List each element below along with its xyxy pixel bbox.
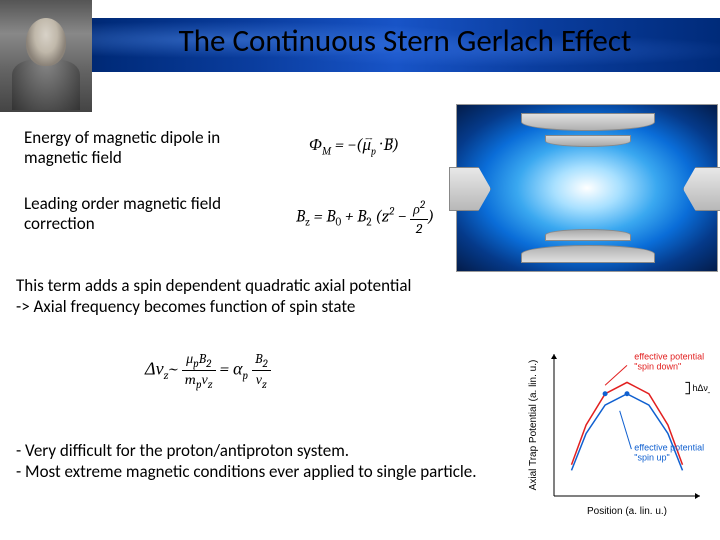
svg-text:"spin down": "spin down" bbox=[634, 362, 681, 372]
dipole-energy-label: Energy of magnetic dipole in magnetic fi… bbox=[24, 128, 274, 169]
spin-term-text: This term adds a spin dependent quadrati… bbox=[16, 275, 556, 318]
equation-delta-nu: Δνz~ μpB2mpνz = αp B2νz bbox=[145, 350, 271, 391]
correction-electrode-bottom bbox=[545, 229, 631, 241]
equation-phi-m: ΦM = −(μ→p · B→) bbox=[309, 135, 399, 157]
equation-bz: Bz = B0 + B2 (z2 − ρ22) bbox=[296, 198, 434, 237]
correction-electrode-top bbox=[545, 135, 631, 147]
svg-text:Position (a. lin. u.): Position (a. lin. u.) bbox=[587, 506, 667, 517]
penning-trap-field-figure bbox=[456, 104, 718, 272]
axial-potential-plot: hΔν_z=0.8neVeffective potential"spin dow… bbox=[526, 348, 710, 518]
svg-text:effective potential: effective potential bbox=[634, 352, 704, 362]
endcap-electrode-left bbox=[449, 167, 491, 211]
svg-text:"spin up": "spin up" bbox=[634, 453, 669, 463]
difficulty-text: - Very difficult for the proton/antiprot… bbox=[16, 440, 556, 483]
slide-title: The Continuous Stern Gerlach Effect bbox=[100, 22, 710, 60]
leading-order-label: Leading order magnetic field correction bbox=[24, 194, 284, 235]
svg-text:Axial Trap Potential (a. lin.: Axial Trap Potential (a. lin. u.) bbox=[528, 360, 539, 491]
endcap-electrode-right bbox=[683, 167, 720, 211]
ring-electrode-bottom bbox=[521, 245, 655, 263]
portrait-photo bbox=[0, 0, 92, 112]
svg-text:hΔν_z=0.8neV: hΔν_z=0.8neV bbox=[692, 383, 710, 393]
ring-electrode-top bbox=[521, 113, 655, 131]
svg-text:effective potential: effective potential bbox=[634, 443, 704, 453]
